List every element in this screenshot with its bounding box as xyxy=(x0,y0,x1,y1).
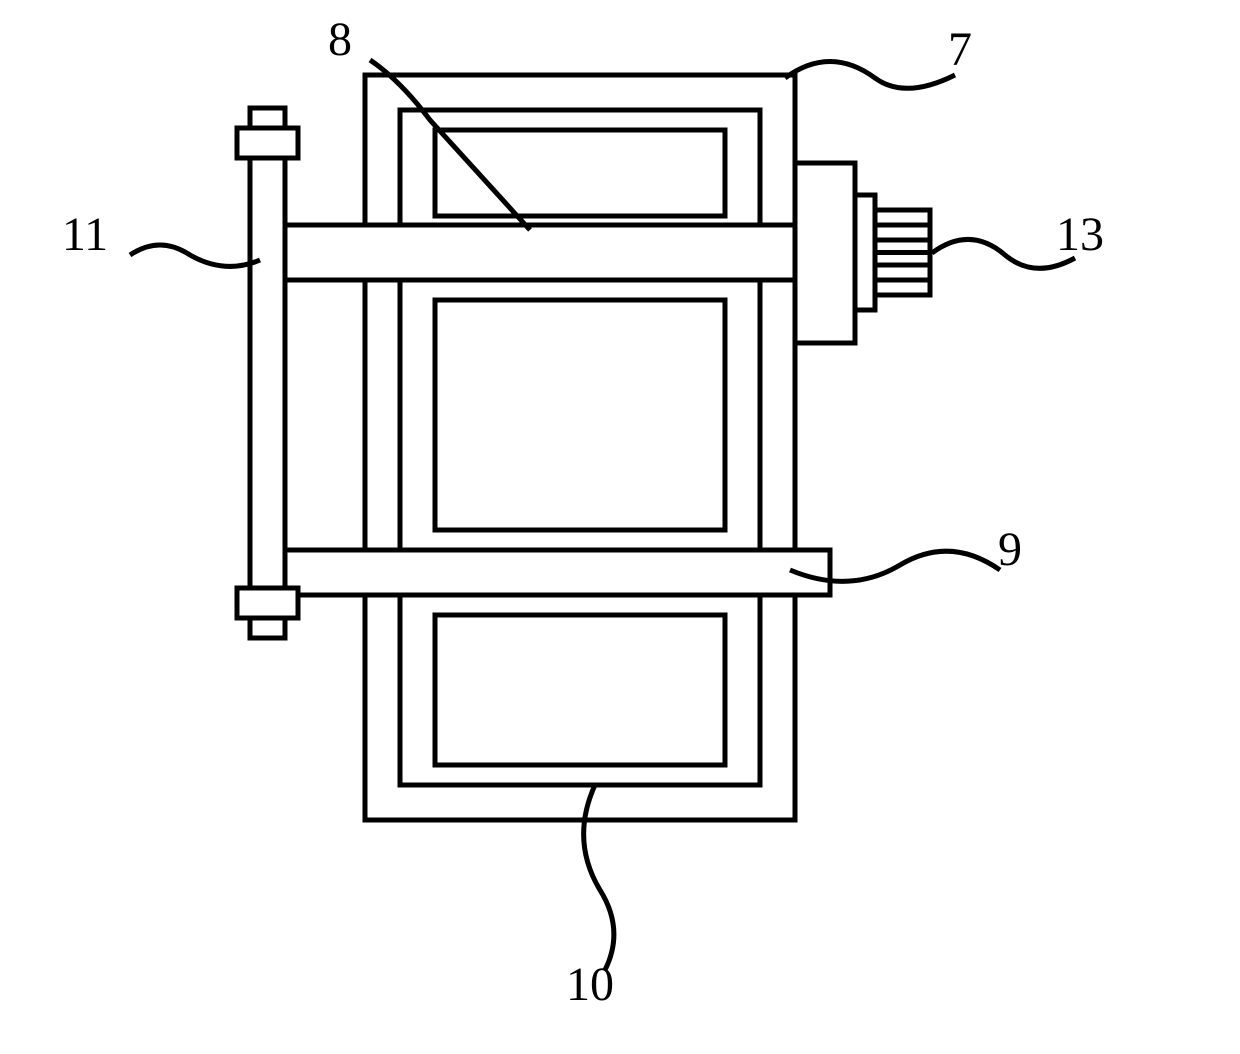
flange-bolt-bottom xyxy=(237,588,298,618)
label-9: 9 xyxy=(998,523,1022,576)
label-8: 8 xyxy=(328,13,352,66)
flange-bolt-top xyxy=(237,128,298,158)
frame-inner xyxy=(400,110,760,785)
motor-mount-large xyxy=(795,163,855,343)
technical-diagram: 7 8 11 13 9 10 xyxy=(0,0,1240,1054)
leader-11 xyxy=(130,245,260,266)
label-10: 10 xyxy=(566,958,614,1011)
label-13: 13 xyxy=(1056,208,1104,261)
leader-8 xyxy=(370,60,530,230)
motor-mount-medium xyxy=(855,195,875,310)
inner-panel xyxy=(435,615,725,765)
leader-7 xyxy=(785,62,955,89)
leader-13 xyxy=(932,239,1075,268)
leader-10 xyxy=(584,785,614,970)
drawing-group: 7 8 11 13 9 10 xyxy=(62,13,1104,1011)
label-7: 7 xyxy=(948,23,972,76)
inner-panel xyxy=(435,300,725,530)
shaft-lower xyxy=(285,550,830,595)
frame-outer xyxy=(365,75,795,820)
label-11: 11 xyxy=(62,208,108,261)
flange-plate xyxy=(250,108,285,638)
